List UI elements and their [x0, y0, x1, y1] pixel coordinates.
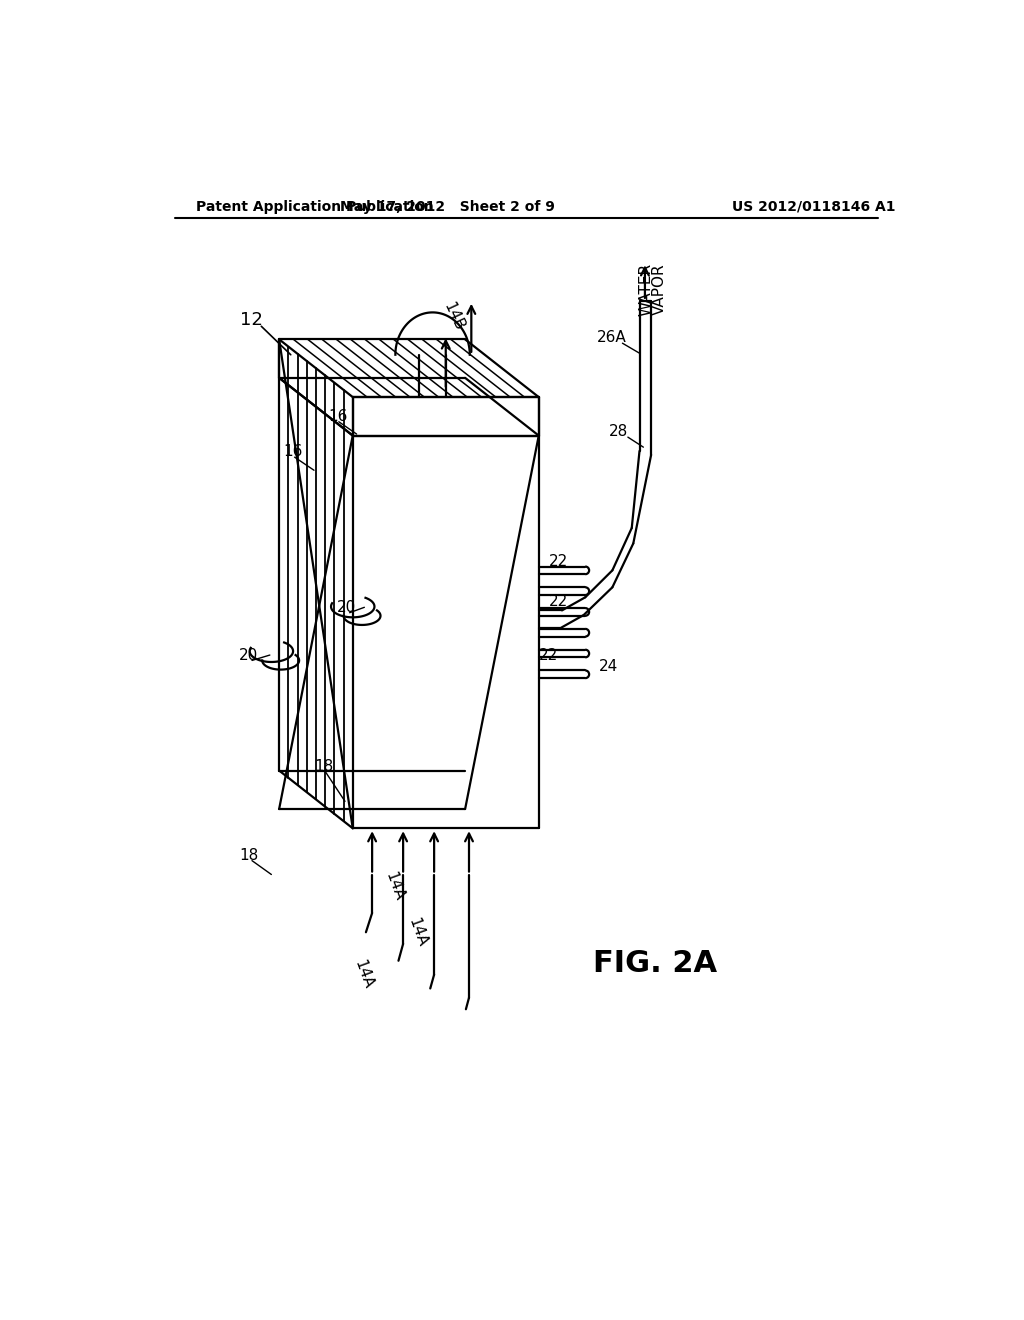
Text: 22: 22: [539, 648, 558, 663]
Text: 14A: 14A: [351, 958, 376, 991]
Text: 14A: 14A: [382, 870, 407, 903]
Text: 18: 18: [239, 847, 258, 863]
Text: VAPOR: VAPOR: [651, 264, 667, 315]
Text: 14A: 14A: [406, 916, 430, 949]
Text: 18: 18: [314, 759, 333, 775]
Text: 12: 12: [241, 312, 263, 329]
Text: 14B: 14B: [440, 300, 467, 333]
Text: 22: 22: [549, 553, 568, 569]
Text: US 2012/0118146 A1: US 2012/0118146 A1: [732, 199, 896, 214]
Text: WATER: WATER: [638, 263, 653, 315]
Text: 28: 28: [608, 424, 628, 440]
Text: 22: 22: [549, 594, 568, 609]
Text: 26A: 26A: [597, 330, 627, 346]
Text: May 17, 2012   Sheet 2 of 9: May 17, 2012 Sheet 2 of 9: [340, 199, 555, 214]
Text: Patent Application Publication: Patent Application Publication: [197, 199, 434, 214]
Text: 16: 16: [283, 444, 302, 458]
Text: 24: 24: [599, 659, 618, 675]
Text: 20: 20: [337, 599, 356, 615]
Text: FIG. 2A: FIG. 2A: [593, 949, 717, 978]
Text: 16: 16: [328, 409, 347, 424]
Text: 20: 20: [239, 648, 258, 663]
